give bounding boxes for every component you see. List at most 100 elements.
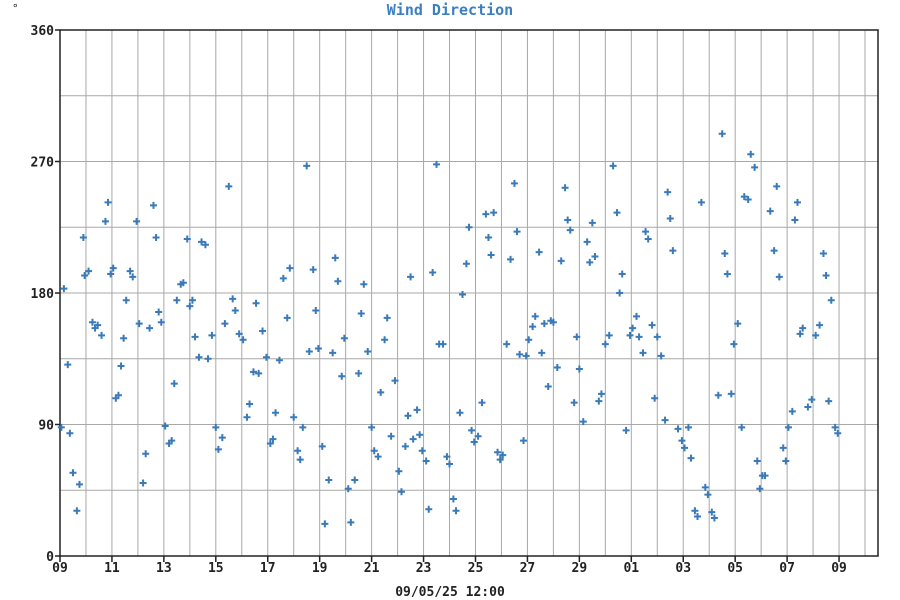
data-point (344, 485, 352, 493)
data-point (618, 270, 626, 278)
y-tick-label: 180 (31, 287, 55, 302)
data-point (738, 423, 746, 431)
data-point (201, 241, 209, 249)
data-point (243, 413, 251, 421)
data-point (629, 324, 637, 332)
data-point (462, 260, 470, 268)
data-point (751, 163, 759, 171)
data-point (747, 150, 755, 158)
data-point (465, 223, 473, 231)
data-point (173, 296, 181, 304)
data-point (279, 274, 287, 282)
data-point (557, 257, 565, 265)
data-point (252, 299, 260, 307)
data-point (387, 432, 395, 440)
data-point (133, 217, 141, 225)
data-point (357, 309, 365, 317)
data-point (740, 193, 748, 201)
data-point (779, 444, 787, 452)
data-point (613, 209, 621, 217)
data-point (146, 324, 154, 332)
data-point (309, 266, 317, 274)
data-point (549, 318, 557, 326)
data-point (314, 345, 322, 353)
data-point (114, 391, 122, 399)
y-tick-label: 360 (31, 24, 55, 39)
data-point (782, 457, 790, 465)
data-point (142, 450, 150, 458)
data-point (538, 349, 546, 357)
data-point (231, 307, 239, 315)
data-point (60, 285, 68, 293)
data-point (487, 251, 495, 259)
data-point (449, 495, 457, 503)
data-point (456, 409, 464, 417)
data-point (657, 352, 665, 360)
data-point (723, 270, 731, 278)
data-point (644, 235, 652, 243)
data-point (484, 233, 492, 241)
data-point (429, 269, 437, 277)
data-point (94, 321, 102, 329)
data-point (525, 336, 533, 344)
data-point (591, 252, 599, 260)
data-point (784, 423, 792, 431)
data-point (73, 507, 81, 515)
data-point (120, 334, 128, 342)
data-point (186, 302, 194, 310)
data-point (516, 350, 524, 358)
data-point (639, 349, 647, 357)
data-point (351, 476, 359, 484)
data-point (687, 454, 695, 462)
data-point (535, 248, 543, 256)
data-point (825, 397, 833, 405)
data-point (744, 195, 752, 203)
data-point (697, 198, 705, 206)
data-point (573, 333, 581, 341)
data-point (269, 435, 277, 443)
data-point (321, 520, 329, 528)
data-point (204, 355, 212, 363)
data-point (149, 201, 157, 209)
data-point (334, 277, 342, 285)
data-point (561, 184, 569, 192)
data-point (377, 388, 385, 396)
y-tick-label: 90 (38, 419, 54, 434)
data-point (296, 456, 304, 464)
data-point (540, 320, 548, 328)
data-point (262, 353, 270, 361)
data-point (161, 422, 169, 430)
data-point (214, 445, 222, 453)
corner-degree-mark: ° (12, 2, 19, 15)
x-axis-label: 09/05/25 12:00 (395, 585, 505, 600)
data-point (684, 423, 692, 431)
data-point (553, 364, 561, 372)
data-point (152, 233, 160, 241)
data-point (822, 271, 830, 279)
data-point (490, 209, 498, 217)
data-point (183, 235, 191, 243)
data-point (259, 327, 267, 335)
x-tick-label: 29 (572, 561, 588, 576)
data-point (718, 130, 726, 138)
data-point (626, 331, 634, 339)
data-point (401, 442, 409, 450)
data-point (701, 483, 709, 491)
data-point (168, 437, 176, 445)
data-point (272, 409, 280, 417)
data-point (416, 431, 424, 439)
data-point (266, 439, 274, 447)
data-point (129, 273, 137, 281)
data-point (286, 264, 294, 272)
data-point (397, 488, 405, 496)
data-point (714, 391, 722, 399)
data-point (57, 423, 65, 431)
data-point (478, 399, 486, 407)
data-point (564, 216, 572, 224)
data-point (470, 438, 478, 446)
data-point (468, 426, 476, 434)
data-point (513, 228, 521, 236)
data-point (290, 413, 298, 421)
data-point (816, 321, 824, 329)
